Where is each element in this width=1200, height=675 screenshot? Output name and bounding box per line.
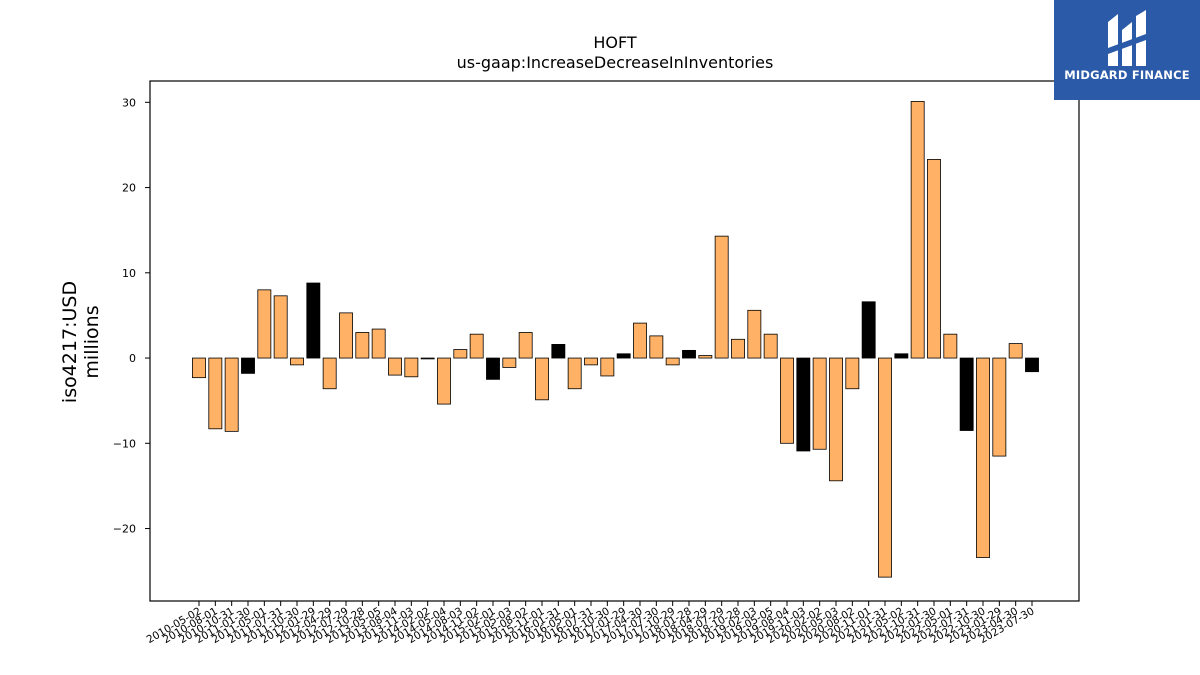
bar-2023-01-29 [992, 357, 1007, 457]
y-ticks-group: −20 −10 0 10 20 30 [113, 96, 150, 536]
bar-2015-05-03 [502, 357, 517, 368]
bar-2011-10-30 [290, 357, 304, 366]
bar-2016-01-31 [551, 344, 566, 359]
chart-subtitle: us-gaap:IncreaseDecreaseInInventories [457, 53, 774, 72]
x-ticks-group: 2010-05-022010-08-012010-10-312011-01-30… [145, 601, 1037, 646]
bar-2023-04-30 [1008, 343, 1023, 359]
bar-2011-07-31 [273, 295, 288, 359]
bar-2013-08-04 [388, 357, 402, 376]
bar-2016-05-01 [567, 357, 582, 390]
bar-2021-05-02 [894, 353, 909, 359]
logo-mark-icon [1108, 10, 1146, 66]
bar-2012-07-29 [339, 312, 353, 359]
bar-2017-10-29 [665, 357, 680, 366]
bar-2020-02-02 [812, 357, 827, 450]
bar-2021-10-31 [910, 101, 925, 359]
bar-2012-04-29 [322, 357, 337, 390]
bar-2013-11-03 [404, 357, 419, 378]
bar-2020-08-02 [845, 357, 860, 390]
bar-2022-01-30 [927, 159, 941, 359]
bar-2014-02-02 [420, 357, 435, 360]
bar-2022-10-30 [976, 357, 990, 558]
bar-2017-07-30 [649, 335, 664, 359]
bar-2018-07-29 [714, 235, 729, 359]
bar-2019-05-05 [763, 333, 778, 359]
bar-2020-05-03 [829, 357, 843, 482]
bar-2012-10-28 [355, 332, 370, 359]
bar-2013-05-05 [371, 328, 386, 359]
bar-2021-01-31 [878, 357, 892, 578]
bar-2020-11-01 [861, 301, 876, 359]
bar-2016-10-30 [600, 357, 615, 377]
y-axis-label-line1: iso4217:USD [59, 281, 81, 403]
bar-2022-07-31 [959, 357, 974, 431]
y-tick-label: 20 [122, 182, 136, 195]
y-tick-label: 10 [122, 267, 136, 280]
bar-2010-08-01 [208, 357, 223, 430]
bar-2014-08-03 [453, 349, 468, 359]
bar-2015-02-01 [486, 357, 500, 380]
brand-logo: MIDGARD FINANCE [1054, 0, 1200, 100]
bar-2017-04-30 [633, 322, 647, 359]
bars-group [192, 101, 1039, 578]
bar-2010-05-02 [192, 357, 206, 379]
chart-title: HOFT [593, 33, 637, 52]
bar-2011-01-30 [241, 357, 255, 374]
bar-2014-11-02 [469, 333, 484, 359]
y-axis-label: iso4217:USD millions [59, 281, 103, 403]
y-tick-label: −10 [113, 437, 136, 450]
bar-2014-05-04 [437, 357, 451, 405]
bar-2011-05-01 [257, 289, 272, 359]
bar-2019-11-03 [796, 357, 811, 452]
y-tick-label: 0 [129, 352, 136, 365]
plot-frame [149, 80, 1080, 602]
bar-2018-10-28 [731, 338, 745, 359]
bar-2022-05-01 [943, 333, 958, 359]
bar-2010-10-31 [224, 357, 239, 432]
y-tick-label: 30 [122, 96, 136, 109]
logo-text: MIDGARD FINANCE [1064, 68, 1190, 82]
bar-2017-01-29 [616, 353, 631, 359]
bar-2019-02-03 [747, 309, 762, 359]
bar-2019-08-04 [780, 357, 794, 444]
bar-2015-11-01 [535, 357, 549, 401]
bar-2018-04-29 [698, 355, 713, 359]
bar-2018-01-28 [682, 349, 696, 359]
bar-2016-07-31 [584, 357, 598, 366]
bar-2015-08-02 [518, 332, 533, 359]
y-tick-label: −20 [113, 523, 136, 536]
bar-2012-01-29 [306, 282, 321, 359]
bar-2023-07-30 [1025, 357, 1039, 373]
y-axis-label-line2: millions [81, 305, 103, 378]
